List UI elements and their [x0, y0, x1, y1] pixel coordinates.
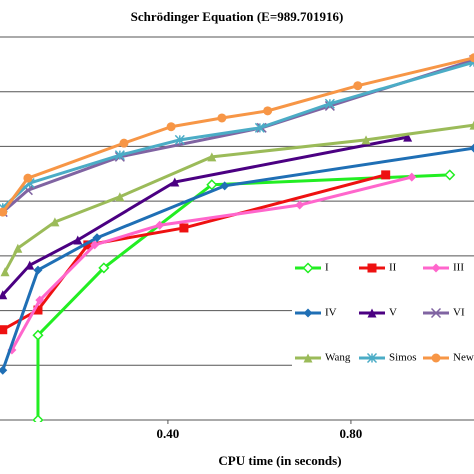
marker [170, 177, 180, 187]
plot-area [0, 53, 474, 422]
marker [0, 365, 8, 375]
marker [0, 325, 8, 335]
marker [302, 262, 314, 274]
series-line [10, 175, 413, 351]
x-tick-label: 0.80 [340, 426, 363, 441]
marker [32, 414, 44, 422]
marker [303, 353, 313, 363]
legend-label: III [453, 262, 464, 274]
marker [217, 113, 227, 123]
marker [469, 120, 474, 130]
marker [166, 122, 176, 132]
marker [353, 81, 363, 91]
marker [98, 262, 110, 274]
marker [367, 308, 377, 318]
marker [407, 172, 417, 182]
marker [469, 53, 474, 63]
legend-label: VI [453, 307, 465, 319]
marker [303, 308, 313, 318]
legend-label: Wang [325, 352, 351, 364]
marker [295, 200, 305, 210]
marker [35, 295, 45, 305]
series-line [1, 146, 474, 371]
marker [155, 220, 165, 230]
chart-title: Schrödinger Equation (E=989.701916) [131, 9, 344, 24]
x-tick-label: 0.40 [157, 426, 180, 441]
marker [361, 135, 371, 145]
marker [220, 181, 230, 191]
marker [50, 217, 60, 227]
legend-label: New [453, 352, 474, 364]
marker [206, 179, 218, 191]
marker [90, 240, 100, 250]
marker [114, 150, 125, 161]
marker [32, 329, 44, 341]
marker [25, 260, 35, 270]
legend-label: IV [325, 307, 337, 319]
marker [263, 106, 273, 116]
marker [366, 352, 378, 364]
marker [119, 138, 129, 148]
marker [33, 265, 43, 275]
marker [367, 263, 377, 273]
grid: 0.40 0.80 [0, 36, 474, 441]
marker [0, 207, 8, 217]
marker [431, 353, 441, 363]
marker [179, 223, 189, 233]
marker [33, 305, 43, 315]
marker [381, 170, 391, 180]
legend-label: Simos [389, 352, 417, 364]
marker [254, 122, 265, 133]
marker [324, 98, 335, 109]
marker [469, 143, 474, 153]
legend-label: V [389, 307, 397, 319]
x-axis-label: CPU time (in seconds) [218, 453, 341, 468]
marker [403, 132, 413, 142]
marker [73, 235, 83, 245]
marker [115, 192, 125, 202]
marker [23, 173, 33, 183]
legend-label: I [325, 262, 329, 274]
marker [431, 263, 441, 273]
marker [174, 134, 185, 145]
marker [0, 290, 8, 300]
marker [83, 240, 93, 250]
marker [444, 169, 456, 181]
marker [13, 243, 23, 253]
marker [92, 233, 102, 243]
series-line [1, 56, 474, 213]
legend-label: II [389, 262, 397, 274]
marker [0, 267, 10, 277]
marker [207, 152, 217, 162]
marker [430, 307, 442, 319]
